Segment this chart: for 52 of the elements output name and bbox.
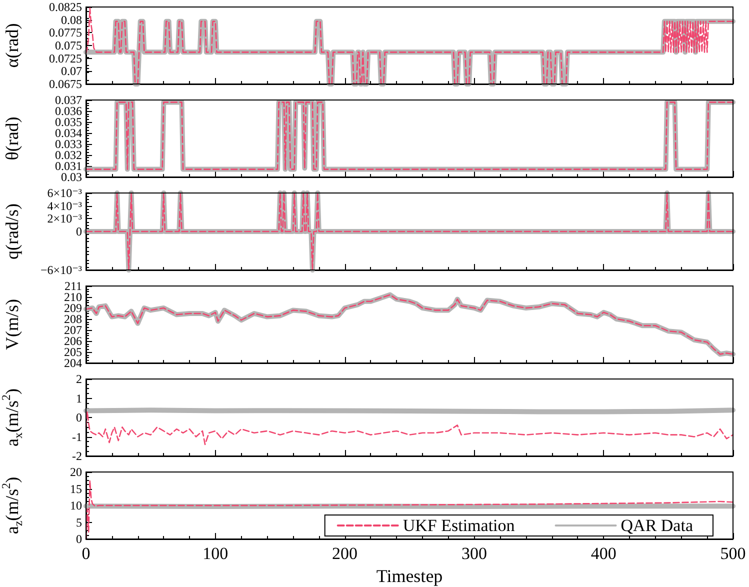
y-tick-label: 20 bbox=[70, 465, 82, 479]
y-tick-label: 0.033 bbox=[55, 137, 82, 151]
y-axis-title: az(m/s2) bbox=[0, 476, 25, 534]
y-axis-title: θ(rad) bbox=[2, 116, 22, 160]
y-tick-label: 6×10⁻³ bbox=[47, 186, 82, 200]
y-tick-label: 2×10⁻³ bbox=[47, 212, 82, 226]
y-tick-label: 10 bbox=[70, 498, 82, 512]
y-axis-title: α(rad) bbox=[2, 23, 22, 68]
legend-label: UKF Estimation bbox=[402, 516, 516, 535]
y-tick-label: 205 bbox=[64, 345, 82, 359]
y-tick-label: 211 bbox=[64, 279, 82, 293]
y-axis-title: V(m/s) bbox=[2, 299, 22, 350]
y-tick-label: 0.031 bbox=[55, 159, 82, 173]
y-tick-label: 0.03 bbox=[61, 170, 82, 184]
x-tick-label: 100 bbox=[202, 544, 228, 563]
y-tick-label: 0 bbox=[76, 532, 82, 546]
x-tick-label: 500 bbox=[720, 544, 746, 563]
y-tick-label: 5 bbox=[76, 515, 82, 530]
x-tick-label: 200 bbox=[332, 544, 358, 563]
y-tick-label: 0.035 bbox=[55, 115, 82, 129]
x-axis-title: Timestep bbox=[376, 566, 443, 586]
y-tick-label: 0 bbox=[76, 224, 82, 238]
y-tick-label: 208 bbox=[64, 312, 82, 326]
y-tick-label: 4×10⁻³ bbox=[47, 198, 82, 213]
y-tick-label: 0.075 bbox=[55, 38, 82, 52]
y-tick-label: 0.034 bbox=[55, 126, 82, 140]
y-tick-label: 210 bbox=[64, 290, 82, 304]
y-tick-label: 0.0725 bbox=[49, 51, 82, 66]
y-tick-label: -1 bbox=[72, 430, 82, 444]
y-tick-label: 204 bbox=[64, 356, 82, 370]
y-axis-title: ax(m/s2) bbox=[0, 388, 25, 446]
y-tick-label: 0.0825 bbox=[49, 0, 82, 14]
y-tick-label: 0.036 bbox=[55, 104, 82, 118]
y-tick-label: 1 bbox=[76, 391, 82, 406]
y-tick-label: 0.08 bbox=[61, 12, 82, 27]
x-tick-label: 400 bbox=[590, 544, 616, 563]
y-axis-title: q(rad/s) bbox=[2, 204, 22, 260]
y-tick-label: 0.0675 bbox=[49, 77, 82, 91]
y-tick-label: 207 bbox=[64, 323, 82, 337]
y-tick-label: 0.037 bbox=[55, 93, 82, 107]
y-tick-label: 206 bbox=[64, 334, 82, 348]
y-tick-label: 0.07 bbox=[61, 64, 82, 78]
y-tick-label: 2 bbox=[76, 372, 82, 386]
y-tick-label: 0.0775 bbox=[49, 26, 82, 40]
y-tick-label: 209 bbox=[64, 301, 82, 315]
y-tick-label: 0 bbox=[76, 410, 82, 424]
x-tick-label: 300 bbox=[461, 544, 487, 563]
y-tick-label: -2 bbox=[72, 449, 82, 463]
y-tick-label: −6×10⁻³ bbox=[40, 263, 82, 277]
y-tick-label: 0.032 bbox=[55, 148, 82, 162]
legend-label: QAR Data bbox=[620, 516, 694, 535]
y-tick-label: 15 bbox=[70, 482, 82, 496]
